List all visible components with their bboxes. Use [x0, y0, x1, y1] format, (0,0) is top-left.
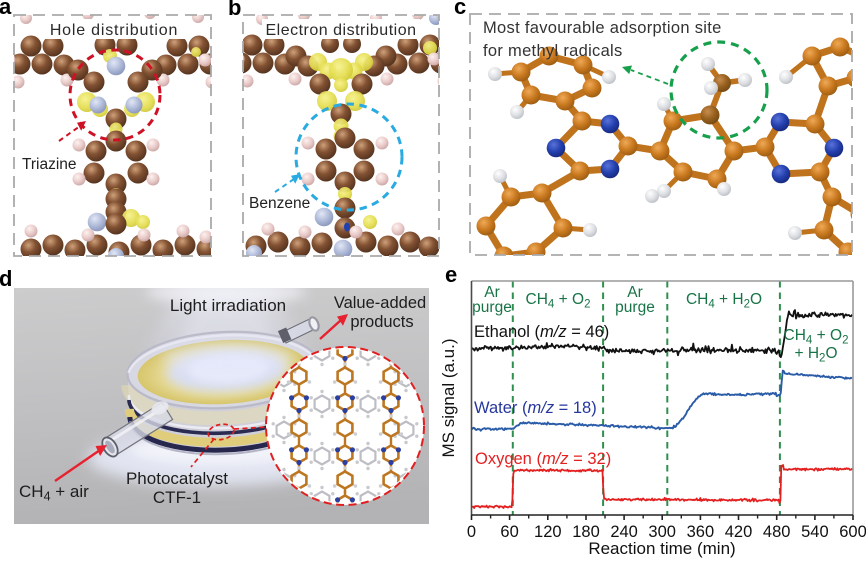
svg-text:d: d: [0, 266, 12, 291]
svg-text:c: c: [454, 0, 466, 19]
svg-text:+ H2O: + H2O: [794, 345, 837, 365]
svg-text:540: 540: [801, 523, 829, 541]
svg-text:purge: purge: [472, 299, 512, 316]
svg-text:CH4 + H2O: CH4 + H2O: [686, 291, 762, 311]
svg-text:Oxygen (m/z = 32): Oxygen (m/z = 32): [475, 450, 611, 468]
svg-text:for methyl radicals: for methyl radicals: [483, 42, 623, 60]
svg-text:Value-added: Value-added: [334, 294, 426, 312]
svg-text:360: 360: [687, 523, 715, 541]
svg-text:CH4 + O2: CH4 + O2: [526, 291, 591, 311]
svg-text:Electron distribution: Electron distribution: [265, 22, 416, 39]
svg-text:CTF-1: CTF-1: [153, 488, 201, 507]
svg-text:Water (m/z = 18): Water (m/z = 18): [474, 399, 597, 417]
svg-text:a: a: [0, 0, 12, 19]
svg-text:Most favourable adsorption sit: Most favourable adsorption site: [483, 19, 722, 37]
svg-text:Hole distribution: Hole distribution: [50, 22, 178, 39]
svg-text:b: b: [228, 0, 241, 20]
svg-text:0: 0: [467, 523, 476, 541]
svg-text:240: 240: [610, 523, 638, 541]
svg-text:MS signal (a.u.): MS signal (a.u.): [439, 338, 458, 457]
svg-text:Benzene: Benzene: [249, 195, 310, 212]
svg-text:products: products: [350, 313, 413, 331]
svg-text:Ethanol (m/z = 46): Ethanol (m/z = 46): [474, 323, 609, 341]
svg-text:Triazine: Triazine: [22, 156, 77, 173]
svg-text:e: e: [445, 262, 457, 287]
svg-text:600: 600: [839, 523, 866, 541]
svg-text:480: 480: [763, 523, 791, 541]
svg-text:purge: purge: [615, 299, 655, 316]
svg-text:60: 60: [500, 523, 518, 541]
svg-text:420: 420: [725, 523, 753, 541]
svg-text:CH4 + O2: CH4 + O2: [784, 327, 849, 347]
svg-text:CH4 + air: CH4 + air: [19, 482, 89, 504]
svg-text:Ar: Ar: [484, 284, 500, 301]
svg-text:120: 120: [534, 523, 562, 541]
svg-text:Ar: Ar: [627, 284, 643, 301]
svg-text:Reaction time (min): Reaction time (min): [588, 539, 735, 558]
svg-text:Photocatalyst: Photocatalyst: [126, 469, 228, 488]
svg-text:Light irradiation: Light irradiation: [170, 296, 286, 315]
svg-text:300: 300: [648, 523, 676, 541]
svg-text:180: 180: [572, 523, 600, 541]
